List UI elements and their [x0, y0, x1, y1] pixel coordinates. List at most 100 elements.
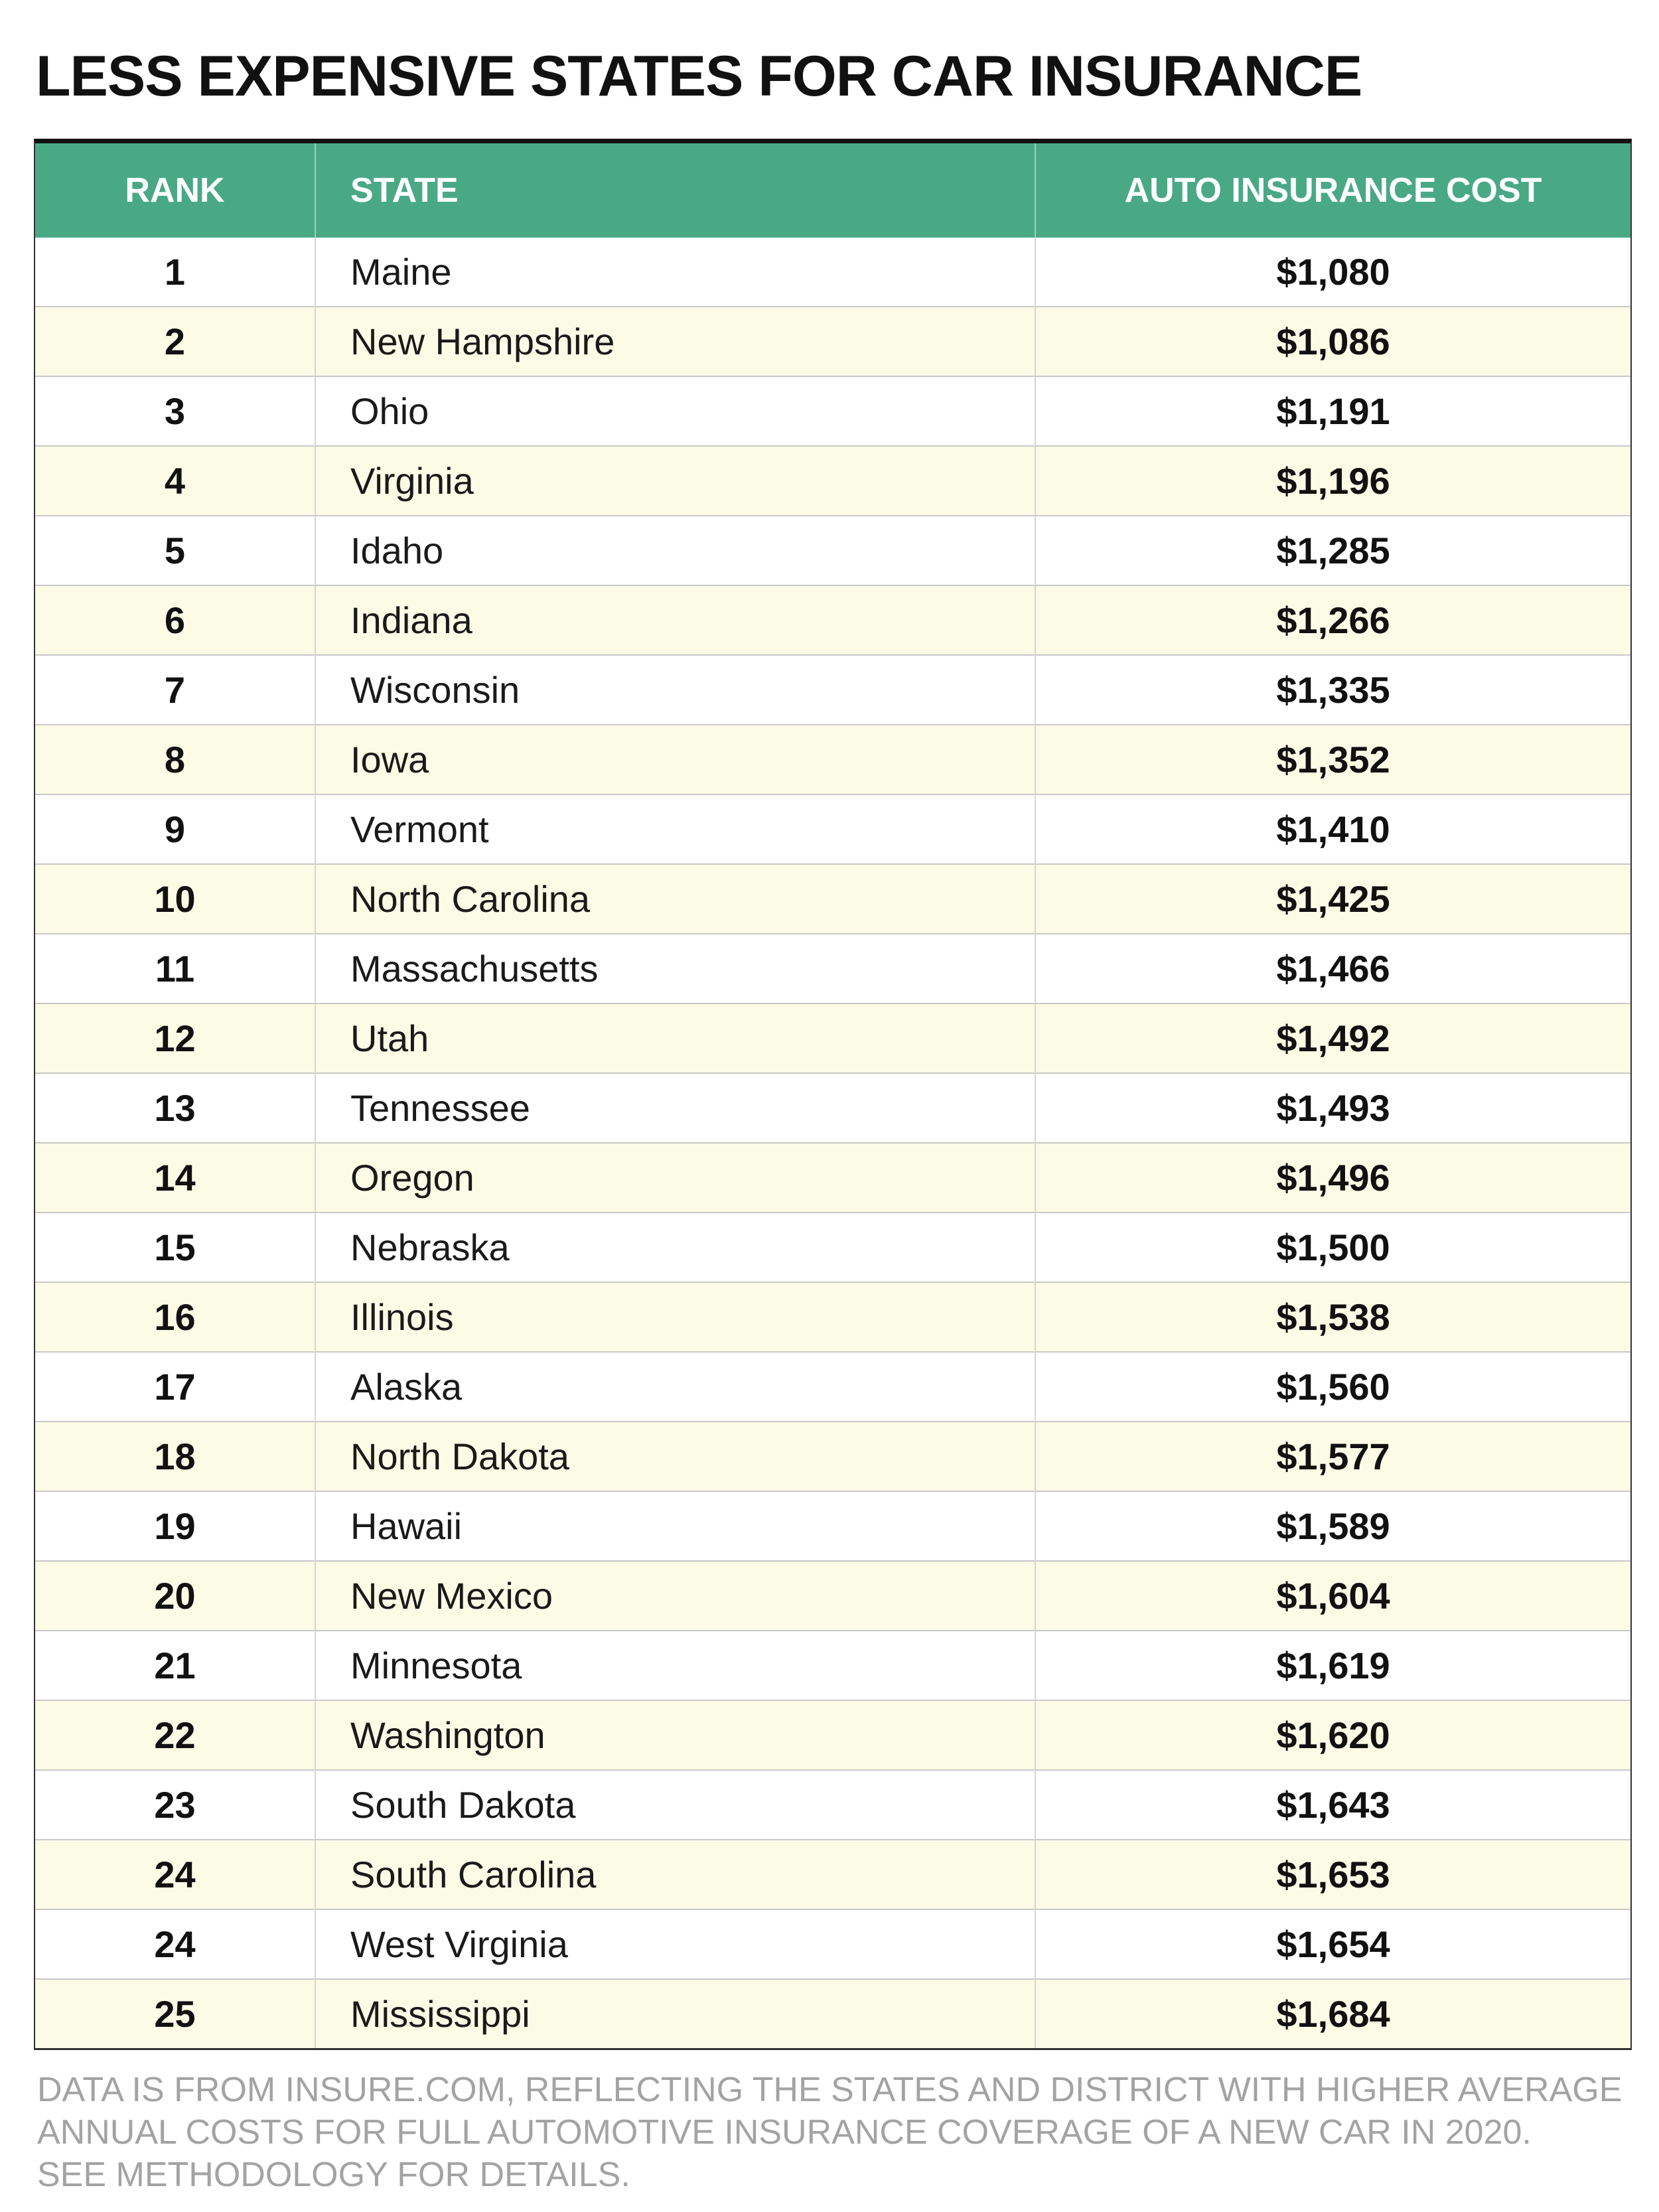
state-cell: West Virginia	[315, 1909, 1036, 1979]
rank-cell: 9	[35, 794, 316, 864]
table-row: 1 Maine $1,080	[35, 238, 1630, 307]
table-row: 5 Idaho $1,285	[35, 515, 1630, 585]
column-header-state: STATE	[315, 143, 1036, 238]
cost-cell: $1,335	[1035, 654, 1630, 725]
table-row: 17 Alaska $1,560	[35, 1351, 1630, 1422]
table-row: 21 Minnesota $1,619	[35, 1630, 1630, 1700]
table-row: 23 South Dakota $1,643	[35, 1769, 1630, 1840]
rank-cell: 17	[35, 1351, 316, 1422]
state-cell: Idaho	[315, 515, 1036, 585]
table-row: 24 South Carolina $1,653	[35, 1839, 1630, 1909]
rank-cell: 3	[35, 376, 316, 446]
table-row: 24 West Virginia $1,654	[35, 1909, 1630, 1979]
table-row: 6 Indiana $1,266	[35, 585, 1630, 655]
footnote-line: DATA IS FROM INSURE.COM, REFLECTING THE …	[37, 2071, 1623, 2109]
cost-cell: $1,352	[1035, 724, 1630, 794]
rank-cell: 20	[35, 1560, 316, 1631]
state-cell: Oregon	[315, 1142, 1036, 1213]
table-row: 11 Massachusetts $1,466	[35, 933, 1630, 1003]
cost-cell: $1,560	[1035, 1351, 1630, 1422]
state-cell: Vermont	[315, 794, 1036, 864]
state-cell: New Hampshire	[315, 306, 1036, 376]
cost-cell: $1,086	[1035, 306, 1630, 376]
state-cell: Illinois	[315, 1282, 1036, 1352]
cost-cell: $1,654	[1035, 1909, 1630, 1979]
cost-cell: $1,266	[1035, 585, 1630, 655]
table-row: 10 North Carolina $1,425	[35, 863, 1630, 934]
state-cell: Nebraska	[315, 1212, 1036, 1282]
state-cell: Wisconsin	[315, 654, 1036, 725]
rank-cell: 21	[35, 1630, 316, 1700]
table-row: 25 Mississippi $1,684	[35, 1978, 1630, 2048]
table-row: 4 Virginia $1,196	[35, 445, 1630, 516]
state-cell: Ohio	[315, 376, 1036, 446]
cost-cell: $1,500	[1035, 1212, 1630, 1282]
footnote-line: SEE METHODOLOGY FOR DETAILS.	[37, 2156, 630, 2194]
rank-cell: 5	[35, 515, 316, 585]
rank-cell: 13	[35, 1072, 316, 1143]
state-cell: Maine	[315, 238, 1036, 307]
cost-cell: $1,620	[1035, 1700, 1630, 1770]
footnote: DATA IS FROM INSURE.COM, REFLECTING THE …	[37, 2069, 1630, 2196]
rank-cell: 16	[35, 1282, 316, 1352]
table-row: 19 Hawaii $1,589	[35, 1491, 1630, 1561]
rank-cell: 12	[35, 1003, 316, 1073]
state-cell: Massachusetts	[315, 933, 1036, 1003]
state-cell: North Carolina	[315, 863, 1036, 934]
state-cell: Alaska	[315, 1351, 1036, 1422]
rank-cell: 10	[35, 863, 316, 934]
cost-cell: $1,285	[1035, 515, 1630, 585]
cost-cell: $1,492	[1035, 1003, 1630, 1073]
cost-cell: $1,410	[1035, 794, 1630, 864]
state-cell: Hawaii	[315, 1491, 1036, 1561]
rank-cell: 19	[35, 1491, 316, 1561]
cost-cell: $1,493	[1035, 1072, 1630, 1143]
cost-cell: $1,196	[1035, 445, 1630, 516]
rank-cell: 22	[35, 1700, 316, 1770]
cost-cell: $1,684	[1035, 1978, 1630, 2048]
cost-cell: $1,643	[1035, 1769, 1630, 1840]
rank-cell: 18	[35, 1421, 316, 1491]
rank-cell: 1	[35, 238, 316, 307]
table-row: 14 Oregon $1,496	[35, 1142, 1630, 1213]
cost-cell: $1,653	[1035, 1839, 1630, 1909]
table-row: 15 Nebraska $1,500	[35, 1212, 1630, 1282]
table-row: 20 New Mexico $1,604	[35, 1560, 1630, 1631]
table-row: 3 Ohio $1,191	[35, 376, 1630, 446]
state-cell: New Mexico	[315, 1560, 1036, 1631]
cost-cell: $1,589	[1035, 1491, 1630, 1561]
table-row: 9 Vermont $1,410	[35, 794, 1630, 864]
state-cell: Minnesota	[315, 1630, 1036, 1700]
cost-cell: $1,604	[1035, 1560, 1630, 1631]
state-cell: Indiana	[315, 585, 1036, 655]
cost-cell: $1,577	[1035, 1421, 1630, 1491]
rank-cell: 11	[35, 933, 316, 1003]
rank-cell: 23	[35, 1769, 316, 1840]
cost-cell: $1,080	[1035, 238, 1630, 307]
cost-cell: $1,496	[1035, 1142, 1630, 1213]
rank-cell: 24	[35, 1839, 316, 1909]
state-cell: South Carolina	[315, 1839, 1036, 1909]
rank-cell: 25	[35, 1978, 316, 2048]
cost-cell: $1,191	[1035, 376, 1630, 446]
footnote-line: ANNUAL COSTS FOR FULL AUTOMOTIVE INSURAN…	[37, 2113, 1532, 2152]
rank-cell: 14	[35, 1142, 316, 1213]
table-row: 2 New Hampshire $1,086	[35, 306, 1630, 376]
table-row: 8 Iowa $1,352	[35, 724, 1630, 794]
state-cell: Washington	[315, 1700, 1036, 1770]
rank-cell: 2	[35, 306, 316, 376]
rank-cell: 24	[35, 1909, 316, 1979]
table-body: 1 Maine $1,080 2 New Hampshire $1,086 3 Ohio $1,…	[35, 238, 1630, 2048]
table-header-row: RANK STATE AUTO INSURANCE COST	[35, 143, 1630, 238]
cost-cell: $1,619	[1035, 1630, 1630, 1700]
insurance-cost-table: RANK STATE AUTO INSURANCE COST 1 Maine $1,…	[34, 139, 1632, 2050]
rank-cell: 6	[35, 585, 316, 655]
state-cell: South Dakota	[315, 1769, 1036, 1840]
cost-cell: $1,425	[1035, 863, 1630, 934]
table-row: 12 Utah $1,492	[35, 1003, 1630, 1073]
cost-cell: $1,466	[1035, 933, 1630, 1003]
cost-cell: $1,538	[1035, 1282, 1630, 1352]
state-cell: Iowa	[315, 724, 1036, 794]
state-cell: Tennessee	[315, 1072, 1036, 1143]
state-cell: Utah	[315, 1003, 1036, 1073]
